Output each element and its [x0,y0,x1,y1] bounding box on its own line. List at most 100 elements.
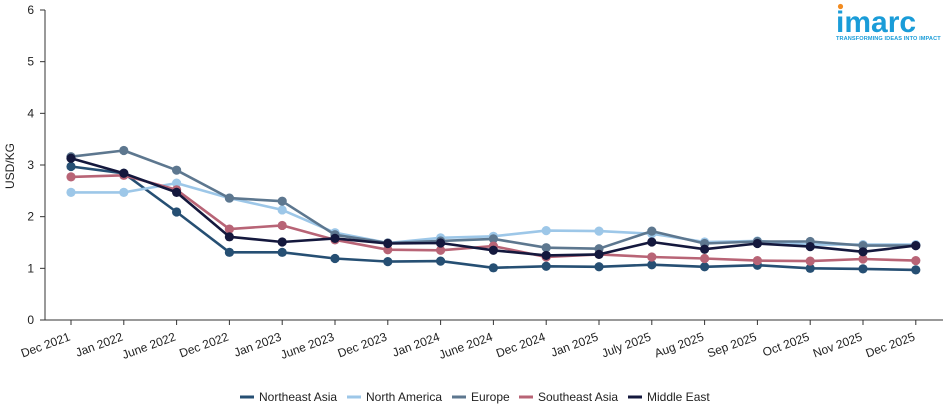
data-point-southeast-asia [277,220,287,231]
legend-label: Southeast Asia [538,390,618,404]
y-tick-label: 1 [27,261,34,275]
imarc-logo: imarc TRANSFORMING IDEAS INTO IMPACT [836,3,941,42]
data-point-northeast-asia [541,261,551,271]
data-point-north-america [66,187,76,197]
data-point-northeast-asia [805,263,815,273]
data-point-northeast-asia [594,262,604,272]
y-tick-label: 3 [27,158,34,172]
data-point-north-america [119,187,129,197]
x-tick-label: Jan 2022 [74,330,125,360]
data-point-middle-east [383,238,393,249]
data-point-middle-east [224,232,234,242]
data-point-southeast-asia [436,245,446,255]
x-tick-label: Dec 2021 [19,330,72,361]
series-europe [66,145,921,254]
x-tick-label: Aug 2025 [653,330,706,361]
legend-label: Europe [471,390,510,404]
legend-label: Northeast Asia [259,390,337,404]
legend-item-middle-east: Middle East [628,390,710,404]
logo-tagline: TRANSFORMING IDEAS INTO IMPACT [836,36,941,42]
x-tick-label: Dec 2022 [177,330,230,361]
data-point-northeast-asia [330,253,340,264]
data-point-europe [224,193,234,203]
y-tick-label: 4 [27,106,34,120]
data-point-southeast-asia [66,172,76,182]
x-tick-label: Nov 2025 [811,330,864,361]
legend-item-europe: Europe [452,390,510,404]
data-point-northeast-asia [858,264,868,274]
data-point-europe [541,243,551,253]
x-tick-label: Dec 2024 [494,330,547,361]
data-point-northeast-asia [488,263,498,273]
data-point-northeast-asia [911,265,921,275]
y-axis-title: USD/KG [3,143,17,189]
data-point-northeast-asia [436,256,446,266]
x-tick-label: June 2024 [437,330,495,362]
data-point-middle-east [858,247,868,257]
legend-label: North America [366,390,442,404]
data-point-middle-east [330,233,340,243]
data-point-middle-east [66,153,76,163]
data-point-northeast-asia [647,260,657,270]
x-tick-label: Jan 2023 [232,330,283,360]
legend-item-northeast-asia: Northeast Asia [240,390,337,404]
data-point-north-america [172,178,182,188]
legend-item-north-america: North America [347,390,442,404]
x-tick-label: June 2023 [279,330,337,362]
data-point-northeast-asia [277,247,287,257]
y-tick-label: 6 [27,3,34,17]
data-point-northeast-asia [383,257,393,267]
plot-area [66,145,921,275]
data-point-northeast-asia [224,247,234,257]
y-tick-label: 2 [27,210,34,224]
data-point-middle-east [594,249,604,259]
data-point-northeast-asia [66,161,76,172]
data-point-middle-east [277,237,287,247]
data-point-middle-east [647,237,657,247]
data-point-middle-east [172,187,182,197]
legend-item-southeast-asia: Southeast Asia [519,390,618,404]
data-point-southeast-asia [805,256,815,266]
y-tick-label: 5 [27,55,34,69]
x-tick-label: June 2022 [120,330,178,362]
x-tick-label: Jan 2024 [390,330,441,360]
data-point-middle-east [752,238,763,249]
data-point-europe [277,196,287,206]
x-tick-label: Oct 2025 [761,330,812,360]
data-point-middle-east [911,241,921,251]
data-point-middle-east [700,244,710,254]
x-tick-label: Jan 2025 [549,330,600,360]
data-point-middle-east [488,245,498,255]
x-tick-label: Dec 2025 [864,330,917,361]
data-point-middle-east [119,168,129,178]
legend-label: Middle East [647,390,710,404]
data-point-north-america [541,226,551,236]
data-point-southeast-asia [647,252,657,262]
data-point-europe [488,234,498,244]
logo-wordmark: imarc [836,6,916,39]
series-middle-east [66,153,921,261]
x-tick-label: July 2025 [600,330,653,361]
data-point-southeast-asia [858,254,868,264]
data-point-northeast-asia [700,262,710,272]
data-point-middle-east [541,250,551,261]
data-point-southeast-asia [911,255,921,266]
y-tick-label: 0 [27,313,34,327]
data-point-middle-east [436,238,446,248]
data-point-southeast-asia [700,253,710,264]
data-point-north-america [277,205,287,215]
data-point-northeast-asia [172,207,182,217]
data-point-europe [119,145,129,156]
data-point-north-america [594,226,604,236]
data-point-europe [647,226,657,236]
x-tick-label: Sep 2025 [705,330,758,361]
data-point-europe [172,165,182,175]
data-point-middle-east [805,242,815,252]
legend: Northeast Asia North America Europe Southea… [240,390,710,404]
data-point-southeast-asia [224,224,234,234]
data-point-southeast-asia [752,255,763,266]
x-tick-label: Dec 2023 [336,330,389,361]
logo-dot [837,3,844,10]
